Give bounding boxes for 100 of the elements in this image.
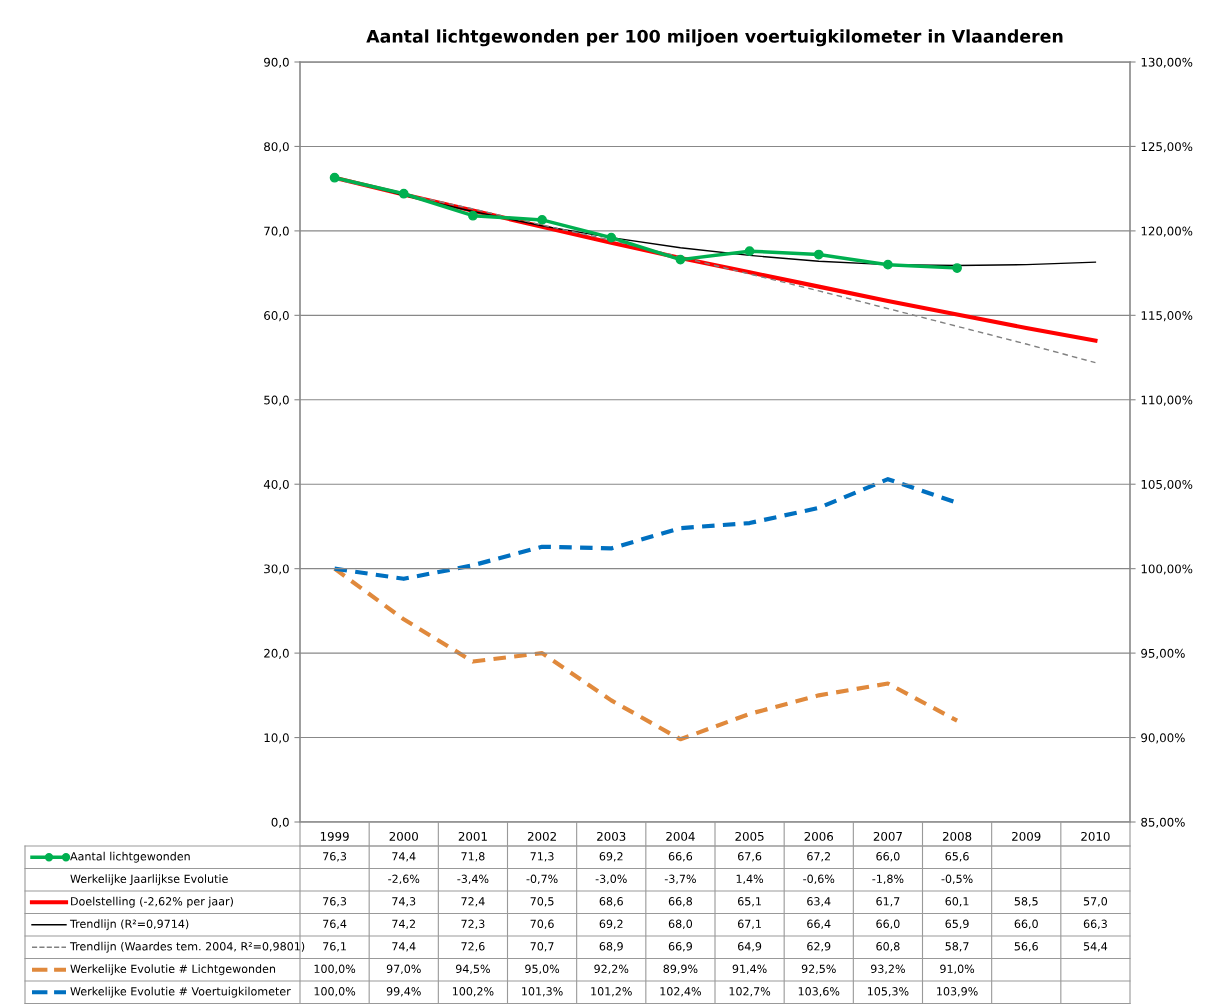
- x-tick-label: 2000: [389, 831, 418, 841]
- legend-label: Aantal lichtgewonden: [70, 851, 190, 863]
- data-label: 66,6: [668, 852, 693, 862]
- data-label: 68,0: [668, 919, 693, 930]
- y2-tick-label: 130,00%: [1141, 57, 1193, 68]
- text: Werkelijke Jaarlijkse Evolutie: [70, 874, 228, 886]
- data-label: 67,2: [807, 852, 831, 862]
- data-label: 61,7: [876, 897, 900, 907]
- data-label: 76,3: [323, 852, 347, 862]
- x-tick-label: 2004: [666, 831, 695, 841]
- text: -3,0%: [595, 874, 627, 885]
- y-tick-label: 20,0: [264, 648, 289, 659]
- y-tick-label: 30,0: [264, 564, 289, 575]
- y-tick-label: 10,0: [264, 733, 289, 744]
- point: [744, 246, 755, 257]
- data-label: 74,3: [392, 897, 416, 907]
- data-label: 91,0%: [940, 964, 975, 975]
- legend-label: Trendlijn (R²=0,9714): [69, 919, 189, 931]
- data-label: 89,9%: [663, 964, 698, 975]
- text: -3,4%: [457, 874, 489, 885]
- data-label: 64,9: [737, 942, 762, 952]
- text: -3,7%: [664, 874, 696, 885]
- data-label: 102,7%: [729, 987, 771, 997]
- data-label: 66,3: [1083, 919, 1107, 930]
- data-label: 74,2: [392, 919, 416, 930]
- data-label: 66,4: [807, 919, 831, 930]
- point: [952, 263, 962, 273]
- data-label: 91,4%: [732, 964, 767, 975]
- data-label: 66,0: [876, 919, 900, 930]
- chart-title: Aantal lichtgewonden per 100 miljoen voertuigkilometer in Vlaanderen: [366, 29, 1063, 47]
- y2-tick-label: 90,00%: [1141, 733, 1185, 744]
- data-label: 76,4: [323, 919, 347, 930]
- data-label: 72,6: [461, 942, 485, 952]
- y2-tick-label: 100,00%: [1141, 564, 1193, 575]
- data-label: 102,4%: [660, 987, 701, 997]
- y-tick-label: 70,0: [264, 226, 289, 237]
- data-label: 70,5: [530, 897, 554, 907]
- y2-tick-label: 125,00%: [1141, 142, 1193, 153]
- y2-tick-label: 120,00%: [1141, 226, 1193, 237]
- data-label: 71,3: [530, 852, 554, 862]
- point: [675, 254, 686, 265]
- data-label: 99,4%: [386, 987, 421, 997]
- data-label: 103,6%: [798, 987, 840, 997]
- data-label: 66,0: [1014, 919, 1038, 930]
- point: [883, 259, 893, 270]
- data-label: 94,5%: [455, 964, 490, 975]
- x-tick-label: 2001: [458, 831, 487, 841]
- data-label: 76,1: [323, 942, 346, 952]
- data-label: 54,4: [1083, 942, 1108, 952]
- data-label: 105,3%: [867, 987, 909, 997]
- data-label: 67,6: [737, 852, 762, 862]
- data-label: 76,3: [323, 897, 347, 907]
- x-tick-label: 1999: [320, 831, 349, 841]
- data-label: 62,9: [807, 942, 831, 952]
- legend-label: Werkelijke Evolutie # Lichtgewonden: [70, 964, 276, 976]
- text: -0,5%: [941, 874, 973, 885]
- text: -2,6%: [388, 874, 420, 885]
- data-label: 68,9: [599, 942, 623, 952]
- text: -0,7%: [526, 874, 558, 885]
- y-tick-label: 60,0: [264, 311, 289, 322]
- data-label: 93,2%: [870, 964, 905, 975]
- text: -0,6%: [803, 874, 835, 885]
- y-tick-label: 40,0: [263, 479, 289, 491]
- data-label: 92,5%: [801, 964, 836, 975]
- data-label: 101,2%: [591, 987, 632, 997]
- text: 1,4%: [736, 874, 764, 885]
- legend-label: Werkelijke Evolutie # Voertuigkilometer: [70, 986, 291, 998]
- text: -1,8%: [872, 874, 904, 885]
- data-label: 58,7: [945, 942, 969, 952]
- legend-label: Doelstelling (-2,62% per jaar): [71, 896, 233, 908]
- point: [329, 172, 340, 183]
- data-label: 100,2%: [452, 987, 494, 997]
- data-label: 65,6: [945, 852, 969, 862]
- y-tick-label: 90,0: [264, 57, 289, 68]
- data-label: 69,2: [599, 852, 623, 862]
- y-tick-label: 80,0: [264, 142, 289, 153]
- data-label: 68,6: [599, 897, 623, 907]
- point: [468, 210, 478, 221]
- x-tick-label: 2003: [597, 831, 626, 841]
- x-tick-label: 2010: [1081, 831, 1110, 841]
- y2-tick-label: 115,00%: [1141, 311, 1193, 322]
- x-tick-label: 2006: [804, 831, 834, 841]
- data-label: 60,1: [945, 897, 969, 907]
- x-tick-label: 2008: [942, 831, 972, 841]
- y-tick-label: 0,0: [271, 817, 289, 828]
- data-label: 66,8: [668, 897, 693, 907]
- x-tick-label: 2005: [735, 831, 764, 841]
- data-label: 57,0: [1083, 897, 1108, 907]
- point: [606, 232, 617, 243]
- data-label: 63,4: [807, 897, 831, 907]
- data-label: 66,0: [876, 852, 900, 862]
- data-label: 66,9: [668, 942, 693, 952]
- legend-label: Trendlijn (Waardes tem. 2004, R²=0,9801): [69, 941, 305, 953]
- data-label: 60,8: [876, 942, 900, 952]
- data-label: 71,8: [461, 852, 485, 862]
- data-label: 65,1: [737, 897, 761, 907]
- data-label: 103,9%: [937, 987, 978, 997]
- data-label: 97,0%: [386, 964, 421, 975]
- data-label: 100,0%: [314, 964, 356, 975]
- data-label: 70,6: [530, 919, 554, 930]
